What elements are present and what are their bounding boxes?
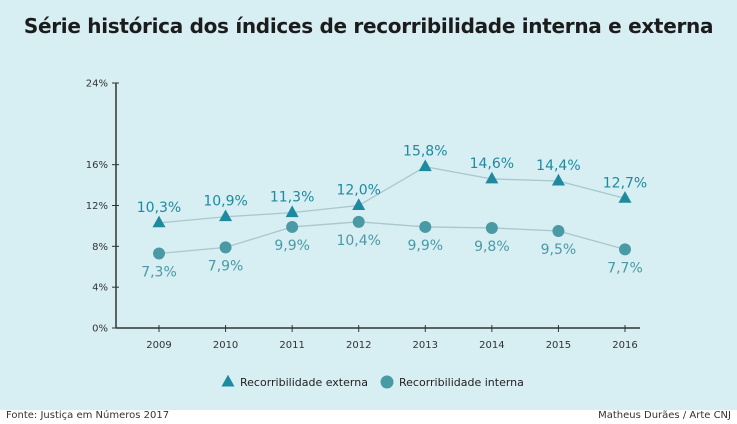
- interna-data-label: 9,5%: [541, 242, 577, 258]
- interna-point: [219, 241, 232, 254]
- x-tick-label: 2015: [546, 340, 571, 351]
- interna-point: [485, 221, 498, 234]
- y-tick-label: 4%: [92, 283, 108, 294]
- externa-point: [219, 209, 233, 222]
- interna-data-label: 7,7%: [607, 260, 643, 276]
- externa-line: [158, 166, 626, 224]
- externa-data-label: 14,6%: [470, 156, 514, 172]
- data-labels: 10,3% 10,9% 11,3% 12,0% 15,8% 14,6% 14,4% 12,7%…: [137, 144, 647, 281]
- legend-label-externa: Recorribilidade externa: [240, 376, 368, 389]
- line-chart: 0% 4% 8% 12% 16% 24% 2009 2010 2011 2012 2013 2014…: [86, 79, 647, 390]
- source-note: Fonte: Justiça em Números 2017: [6, 410, 170, 421]
- externa-point: [551, 173, 565, 186]
- externa-point: [485, 171, 499, 184]
- externa-data-label: 14,4%: [536, 158, 580, 174]
- legend: Recorribilidade externa Recorribilidade i…: [221, 374, 524, 389]
- y-tick-label: 16%: [86, 160, 108, 171]
- x-tick-label: 2013: [413, 340, 438, 351]
- x-tick-label: 2009: [146, 340, 171, 351]
- y-tick-label: 12%: [86, 201, 108, 212]
- credit-note: Matheus Durães / Arte CNJ: [598, 410, 731, 421]
- axes: [115, 83, 640, 329]
- externa-data-label: 10,3%: [137, 200, 181, 216]
- series-lines: [158, 166, 626, 255]
- y-tick-label: 8%: [92, 242, 108, 253]
- y-tick-label: 0%: [92, 324, 108, 335]
- x-tick-label: 2016: [612, 340, 637, 351]
- interna-point: [153, 247, 165, 260]
- interna-point: [619, 243, 631, 256]
- chart-title: Série histórica dos índices de recorribi…: [23, 14, 714, 38]
- externa-data-label: 12,7%: [603, 175, 647, 191]
- legend-triangle-icon: [221, 374, 235, 387]
- interna-data-label: 7,9%: [208, 258, 244, 274]
- interna-point: [352, 215, 365, 228]
- interna-point: [552, 225, 565, 238]
- x-tick-label: 2012: [346, 340, 371, 351]
- chart-background: [0, 0, 737, 410]
- externa-point: [152, 215, 166, 228]
- series-markers: [152, 159, 632, 260]
- x-axis-ticks: 2009 2010 2011 2012 2013 2014 2015 2016: [146, 325, 638, 351]
- legend-circle-icon: [380, 375, 394, 389]
- interna-data-label: 10,4%: [336, 233, 380, 249]
- externa-data-label: 12,0%: [336, 183, 380, 199]
- x-tick-label: 2010: [213, 340, 238, 351]
- externa-point: [285, 205, 299, 218]
- x-tick-label: 2014: [479, 340, 504, 351]
- interna-point: [419, 220, 432, 233]
- interna-data-label: 7,3%: [141, 264, 177, 280]
- legend-label-interna: Recorribilidade interna: [399, 376, 524, 389]
- interna-data-label: 9,9%: [407, 238, 443, 254]
- externa-data-label: 10,9%: [203, 194, 247, 210]
- externa-point: [418, 159, 432, 172]
- interna-point: [286, 220, 299, 233]
- externa-point: [618, 191, 632, 203]
- y-tick-label: 24%: [86, 79, 108, 90]
- x-tick-label: 2011: [279, 340, 304, 351]
- interna-data-label: 9,9%: [274, 238, 310, 254]
- interna-data-label: 9,8%: [474, 239, 510, 255]
- externa-point: [352, 198, 366, 210]
- externa-data-label: 15,8%: [403, 144, 447, 160]
- y-axis-ticks: 0% 4% 8% 12% 16% 24%: [86, 79, 119, 335]
- interna-line: [158, 221, 626, 255]
- externa-data-label: 11,3%: [270, 190, 314, 206]
